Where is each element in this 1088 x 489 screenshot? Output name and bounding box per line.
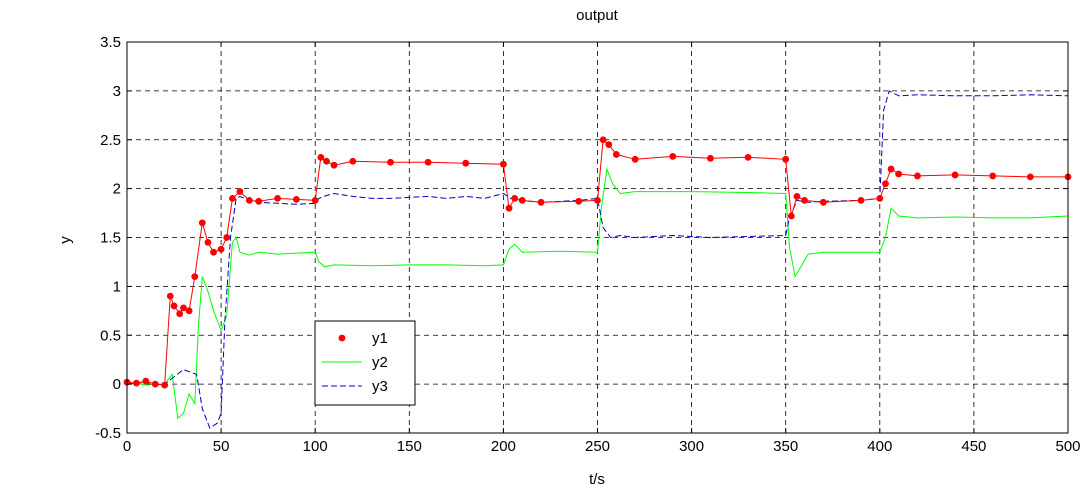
series-y1-point — [612, 151, 620, 158]
x-tick-label: 50 — [213, 438, 230, 455]
grid-lines — [127, 42, 1068, 433]
series-y1-point — [133, 379, 140, 387]
series-y1-point — [887, 165, 895, 173]
series-y1-point — [500, 160, 507, 168]
y-tick-label: 2.5 — [100, 132, 121, 149]
legend-swatch-y1 — [338, 334, 346, 342]
series-y2-line — [126, 167, 1069, 420]
series-y1-point — [1026, 173, 1034, 181]
series-y1-point — [236, 188, 244, 195]
series-layer — [123, 90, 1072, 429]
series-y1-point — [217, 245, 225, 253]
x-tick-label: 200 — [491, 438, 516, 455]
series-y1-point — [151, 380, 159, 388]
series-y1-point — [876, 195, 884, 202]
series-y1-point — [505, 204, 513, 212]
series-y1-point — [204, 238, 212, 246]
x-tick-label: 250 — [585, 438, 610, 455]
series-y1-point — [801, 196, 808, 204]
y-tick-label: 3 — [113, 83, 121, 100]
series-y1-point — [223, 234, 231, 241]
series-y1-point — [191, 273, 199, 280]
series-y1-point — [599, 136, 607, 144]
y-tick-label: 1.5 — [100, 230, 121, 247]
series-y1-point — [180, 304, 187, 312]
chart-title: output — [576, 7, 619, 24]
series-y1-point — [424, 158, 432, 166]
x-tick-label: 300 — [679, 438, 704, 455]
x-tick-label: 150 — [397, 438, 422, 455]
series-y1-point — [228, 195, 236, 202]
series-y3-line — [126, 90, 1069, 429]
series-y1-point — [349, 157, 357, 165]
series-y1-point — [292, 195, 300, 203]
series-y1-point — [323, 157, 330, 165]
series-y1-point — [744, 153, 752, 161]
x-tick-label: 450 — [961, 438, 986, 455]
series-y1-point — [142, 377, 150, 385]
series-y1-point — [537, 198, 545, 206]
series-y1-point — [669, 152, 677, 160]
series-y1-point — [255, 197, 263, 205]
series-y1-point — [951, 171, 959, 179]
x-tick-label: 0 — [123, 438, 131, 455]
y-tick-label: -0.5 — [95, 425, 121, 442]
axis-ticks: 0 50 100 150 200 250 300 350 400 450 500-0.500.511… — [95, 34, 1080, 455]
series-y1-point — [198, 219, 206, 227]
x-tick-label: 400 — [867, 438, 892, 455]
series-y1-point — [185, 307, 193, 315]
series-y1-point — [787, 212, 795, 220]
series-y1-point — [914, 172, 921, 180]
series-y1-point — [895, 170, 903, 178]
series-y1-point — [857, 196, 865, 204]
series-y1-point — [707, 154, 714, 162]
y-tick-label: 3.5 — [100, 34, 121, 51]
x-tick-label: 100 — [303, 438, 328, 455]
series-y1-point — [605, 141, 613, 149]
y-tick-label: 0.5 — [100, 327, 121, 344]
series-y1-point — [819, 198, 827, 206]
legend-label-y2: y2 — [372, 354, 388, 371]
y-tick-label: 2 — [113, 181, 121, 198]
series-y1-point — [793, 193, 801, 200]
y-tick-label: 0 — [113, 376, 121, 393]
legend: y1 y2 y3 — [314, 320, 416, 406]
series-y1-point — [274, 195, 281, 202]
series-y1-point — [330, 161, 338, 169]
series-y1-point — [594, 196, 601, 204]
series-y1-point — [176, 310, 184, 318]
series-y1-point — [210, 248, 217, 256]
series-y1-point — [161, 381, 169, 389]
series-y1-point — [462, 159, 470, 167]
series-y1-point — [575, 197, 583, 205]
series-y1-point — [317, 153, 325, 161]
series-y1-point — [511, 195, 519, 202]
series-y1-point — [518, 196, 526, 204]
series-y1-point — [989, 172, 997, 180]
series-y1-point — [631, 155, 639, 163]
series-y1-point — [782, 155, 790, 163]
series-y1-point — [245, 196, 253, 204]
series-y1-point — [882, 180, 889, 188]
y-tick-label: 1 — [113, 278, 121, 295]
legend-label-y1: y1 — [372, 330, 388, 347]
legend-label-y3: y3 — [372, 378, 388, 395]
legend-box — [314, 320, 416, 406]
y-axis-label: y — [57, 236, 74, 244]
series-y1-point — [170, 302, 178, 310]
x-tick-label: 500 — [1055, 438, 1080, 455]
series-y1-point — [166, 292, 174, 300]
series-y1-point — [311, 196, 319, 204]
series-y1-point — [387, 158, 394, 166]
x-axis-label: t/s — [589, 471, 605, 488]
x-tick-label: 350 — [773, 438, 798, 455]
